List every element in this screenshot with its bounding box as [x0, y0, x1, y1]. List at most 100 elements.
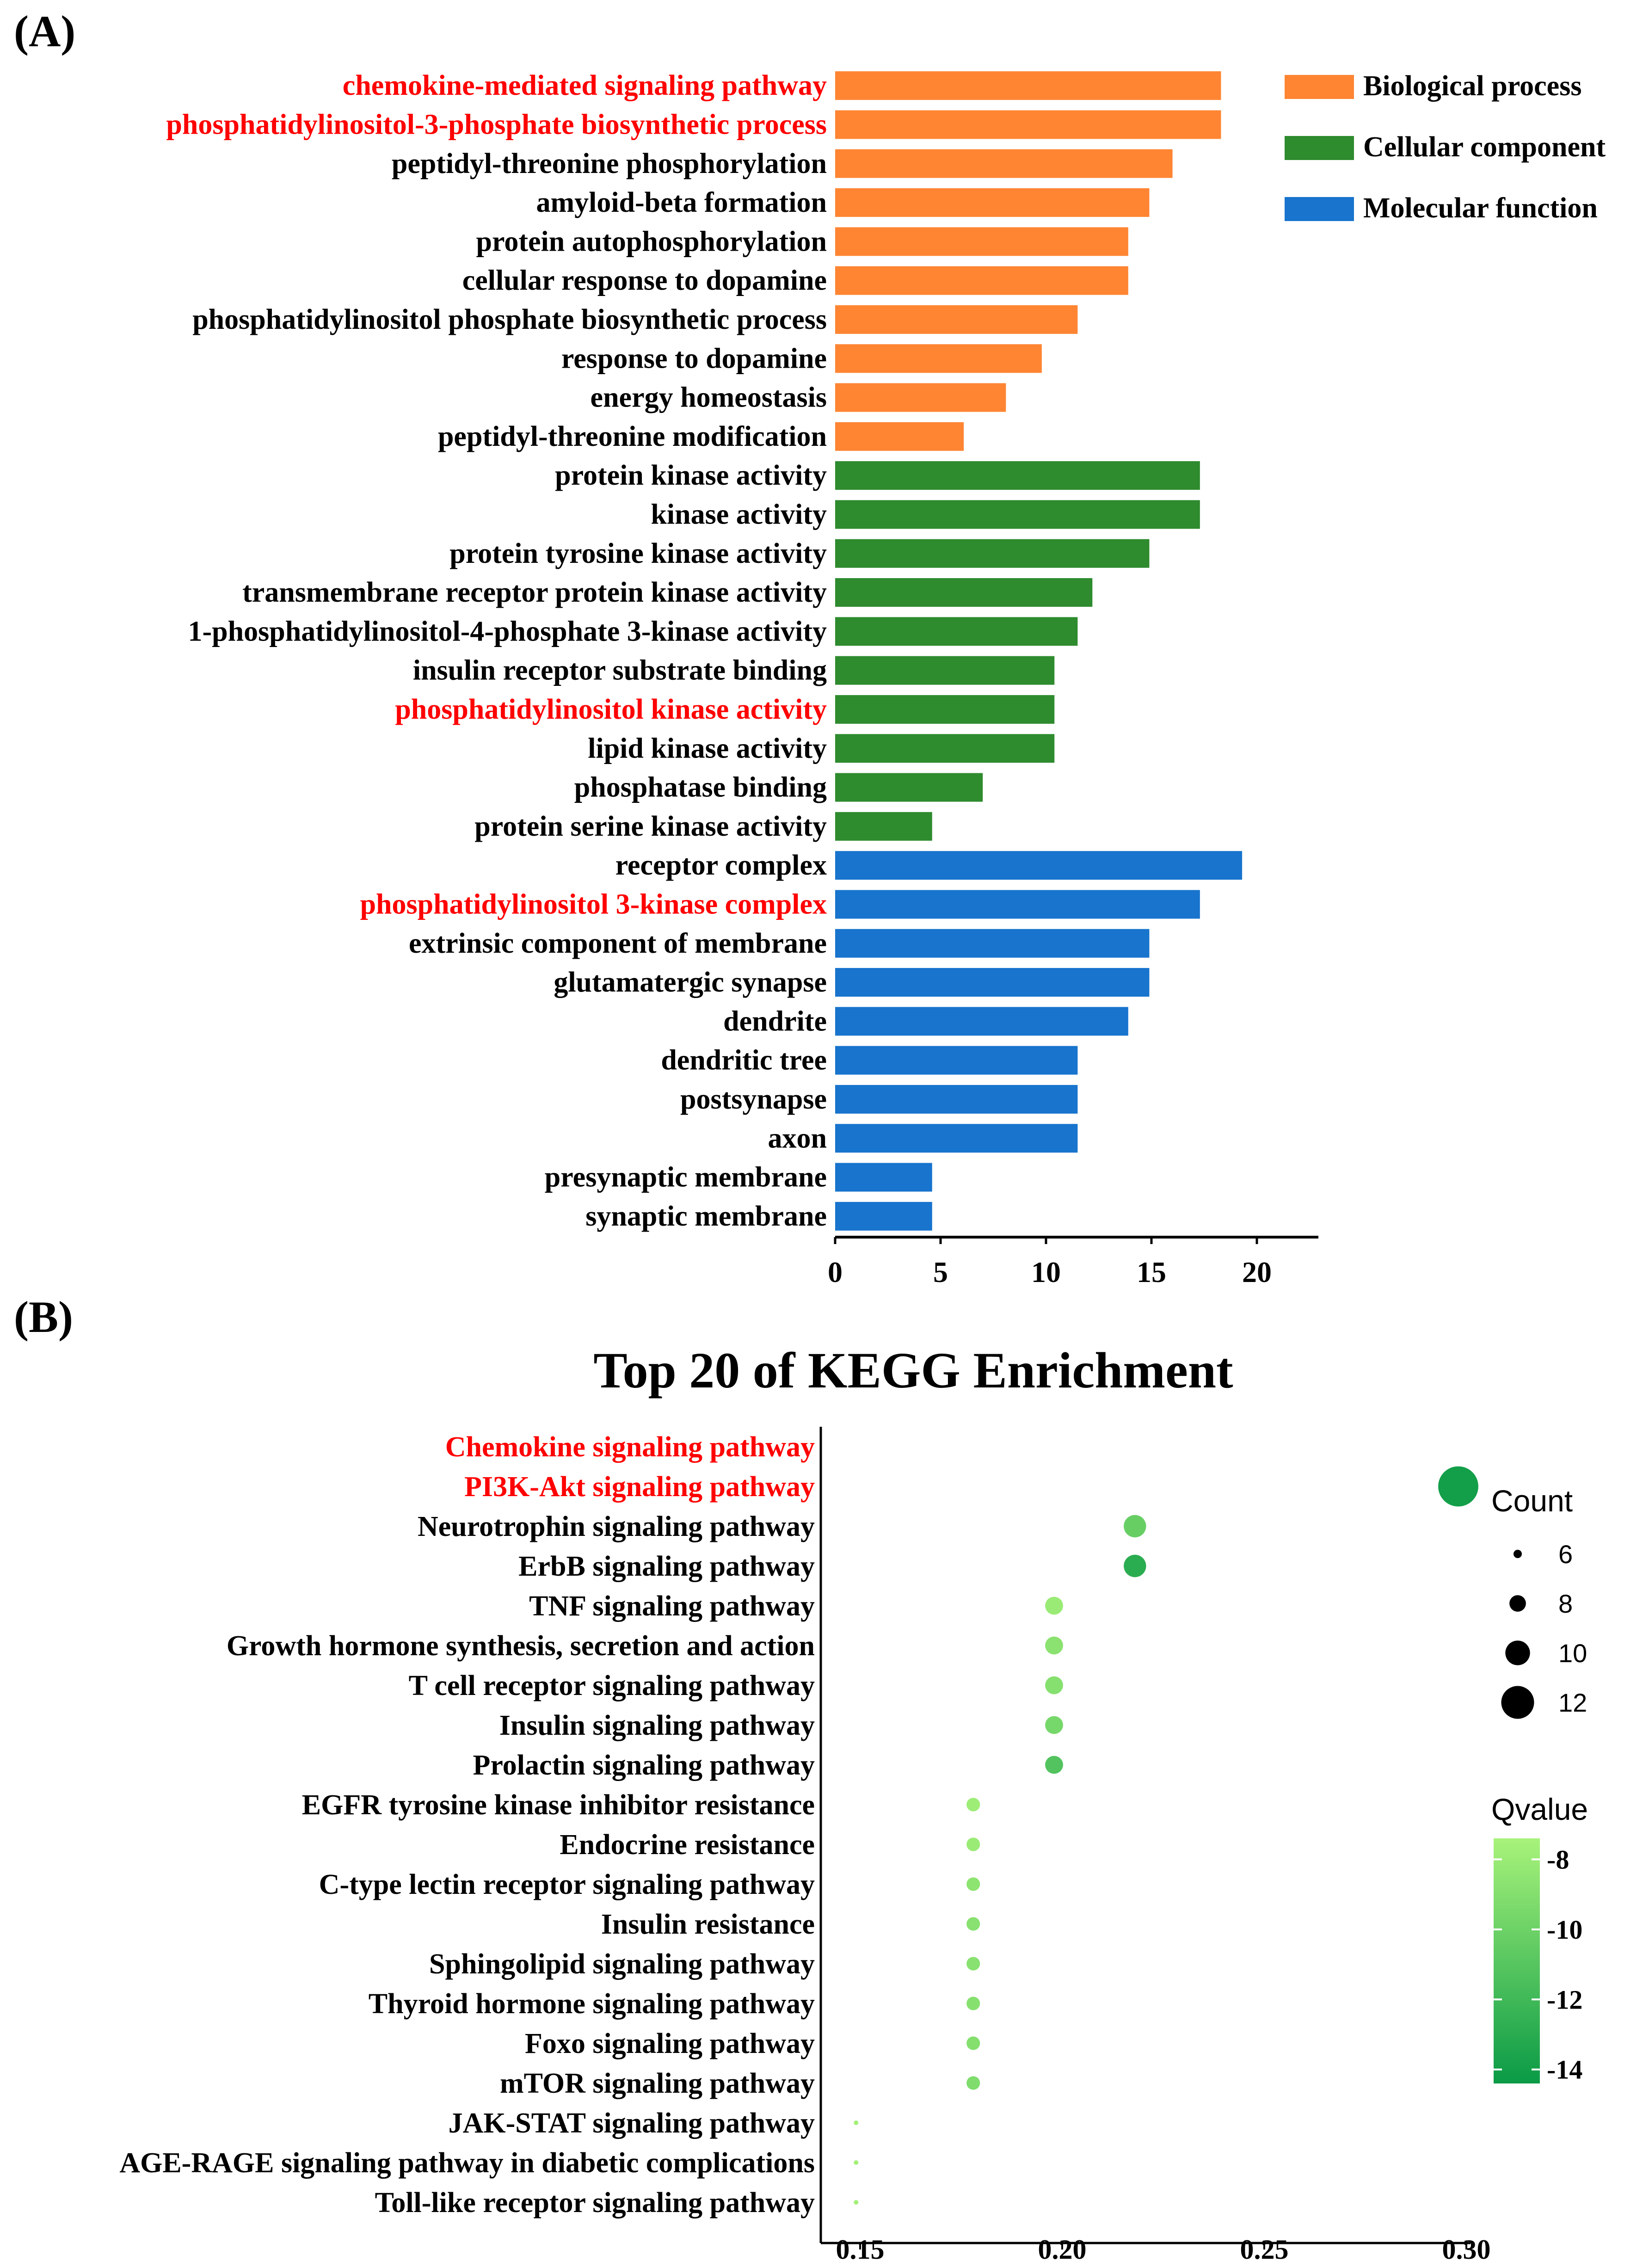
pathway-label: mTOR signaling pathway	[500, 2068, 815, 2099]
bar	[835, 71, 1221, 100]
x-tick-label: 0.25	[1240, 2234, 1289, 2265]
x-tick-label: 0	[828, 1256, 843, 1288]
pathway-label: ErbB signaling pathway	[518, 1551, 815, 1582]
bar	[835, 539, 1150, 568]
qvalue-tick-label: -12	[1547, 1984, 1582, 2015]
pathway-label: Thyroid hormone signaling pathway	[369, 1988, 815, 2020]
bar-label: phosphatidylinositol-3-phosphate biosynt…	[166, 109, 827, 140]
bar-label: response to dopamine	[561, 343, 827, 374]
dot	[1045, 1756, 1063, 1774]
count-legend-dot	[1501, 1686, 1534, 1719]
bar	[835, 656, 1055, 685]
pathway-label: JAK-STAT signaling pathway	[449, 2108, 815, 2139]
x-axis-ticks: 0.15 0.20 0.25 0.30	[836, 2234, 1491, 2265]
pathway-label: T cell receptor signaling pathway	[409, 1670, 815, 1701]
pathway-label: Insulin signaling pathway	[499, 1710, 815, 1741]
legend: Biological process Cellular component Mole…	[1285, 70, 1606, 224]
qvalue-legend: Qvalue -8 -10 -12 -14	[1491, 1792, 1588, 2085]
bar-label: receptor complex	[615, 850, 827, 881]
bar-label: synaptic membrane	[585, 1201, 827, 1232]
bar-label: peptidyl-threonine phosphorylation	[392, 148, 827, 179]
bar	[835, 305, 1078, 334]
bar-label: cellular response to dopamine	[462, 265, 827, 296]
bar-label: phosphatidylinositol phosphate biosynthe…	[192, 304, 827, 335]
pathway-label: AGE-RAGE signaling pathway in diabetic c…	[119, 2147, 815, 2179]
qvalue-legend-title: Qvalue	[1491, 1792, 1588, 1826]
bar-label: protein tyrosine kinase activity	[449, 538, 827, 569]
bar-label: phosphatidylinositol kinase activity	[395, 694, 827, 725]
pathway-label: C-type lectin receptor signaling pathway	[319, 1869, 815, 1900]
bar	[835, 1007, 1128, 1036]
panel-a-label: (A)	[14, 6, 75, 56]
bar-label: dendrite	[723, 1005, 827, 1037]
x-tick-label: 0.15	[836, 2234, 885, 2265]
qvalue-tick-label: -8	[1547, 1844, 1569, 1874]
bar	[835, 617, 1078, 646]
pathway-label: PI3K-Akt signaling pathway	[464, 1471, 815, 1503]
bar	[835, 383, 1006, 412]
pathway-label: Neurotrophin signaling pathway	[418, 1511, 815, 1542]
legend-swatch	[1285, 75, 1354, 99]
bar	[835, 188, 1150, 217]
bar	[835, 110, 1221, 139]
count-legend-label: 8	[1558, 1589, 1573, 1618]
dot	[854, 2200, 859, 2205]
chart-title: Top 20 of KEGG Enrichment	[593, 1342, 1233, 1399]
bar-label: axon	[768, 1122, 827, 1154]
x-tick-label: 0.30	[1442, 2234, 1491, 2265]
bar-label: amyloid-beta formation	[536, 187, 827, 218]
bar-label: lipid kinase activity	[588, 733, 827, 764]
bar-series	[835, 71, 1243, 1231]
pathway-label: Insulin resistance	[601, 1909, 815, 1940]
bar-label: extrinsic component of membrane	[409, 928, 827, 959]
bar-label: glutamatergic synapse	[554, 967, 827, 998]
bar-label: dendritic tree	[661, 1045, 827, 1076]
pathway-label: Sphingolipid signaling pathway	[429, 1948, 815, 1980]
dot	[1045, 1676, 1063, 1695]
bar-label: phosphatase binding	[574, 772, 827, 803]
count-legend-label: 12	[1558, 1688, 1587, 1717]
legend-swatch	[1285, 136, 1354, 160]
dot	[966, 1837, 980, 1851]
pathway-label: TNF signaling pathway	[529, 1590, 815, 1622]
bar	[835, 500, 1200, 529]
bar-label: chemokine-mediated signaling pathway	[343, 70, 827, 101]
bar-label: protein serine kinase activity	[474, 811, 827, 842]
category-labels: chemokine-mediated signaling pathway phos…	[166, 70, 827, 1232]
bar	[835, 266, 1128, 295]
dot	[854, 2160, 859, 2165]
pathway-label: Foxo signaling pathway	[525, 2028, 815, 2059]
bar	[835, 851, 1243, 880]
bar	[835, 227, 1128, 256]
pathway-label: Endocrine resistance	[560, 1829, 815, 1861]
bar-label: 1-phosphatidylinositol-4-phosphate 3-kin…	[188, 616, 827, 647]
qvalue-tick-label: -10	[1547, 1915, 1582, 1945]
panel-b: (B) Top 20 of KEGG Enrichment Chemokine …	[14, 1292, 1588, 2265]
dot	[966, 1877, 980, 1891]
bar-label: insulin receptor substrate binding	[413, 655, 827, 686]
legend-label: Molecular function	[1363, 192, 1598, 224]
bar	[835, 422, 964, 451]
bar-label: presynaptic membrane	[545, 1162, 827, 1193]
bar	[835, 773, 983, 802]
bar	[835, 695, 1055, 724]
x-tick-label: 0.20	[1038, 2234, 1087, 2265]
bar	[835, 890, 1200, 919]
bar	[835, 578, 1093, 607]
legend-label: Biological process	[1363, 70, 1581, 102]
bar	[835, 1163, 932, 1192]
dot	[966, 1957, 980, 1971]
legend-swatch	[1285, 197, 1354, 221]
x-tick-label: 20	[1242, 1256, 1272, 1288]
bar-label: transmembrane receptor protein kinase ac…	[242, 577, 827, 608]
bar-label: postsynapse	[680, 1084, 827, 1115]
pathway-label: EGFR tyrosine kinase inhibitor resistanc…	[302, 1789, 815, 1821]
bar	[835, 734, 1055, 763]
x-axis-ticks: 0 5 10 15 20	[828, 1237, 1272, 1288]
bar	[835, 1085, 1078, 1114]
bar	[835, 344, 1042, 373]
pathway-labels: Chemokine signaling pathway PI3K-Akt sign…	[119, 1431, 815, 2219]
bar-label: protein autophosphorylation	[476, 226, 827, 257]
bar-label: kinase activity	[651, 499, 827, 530]
